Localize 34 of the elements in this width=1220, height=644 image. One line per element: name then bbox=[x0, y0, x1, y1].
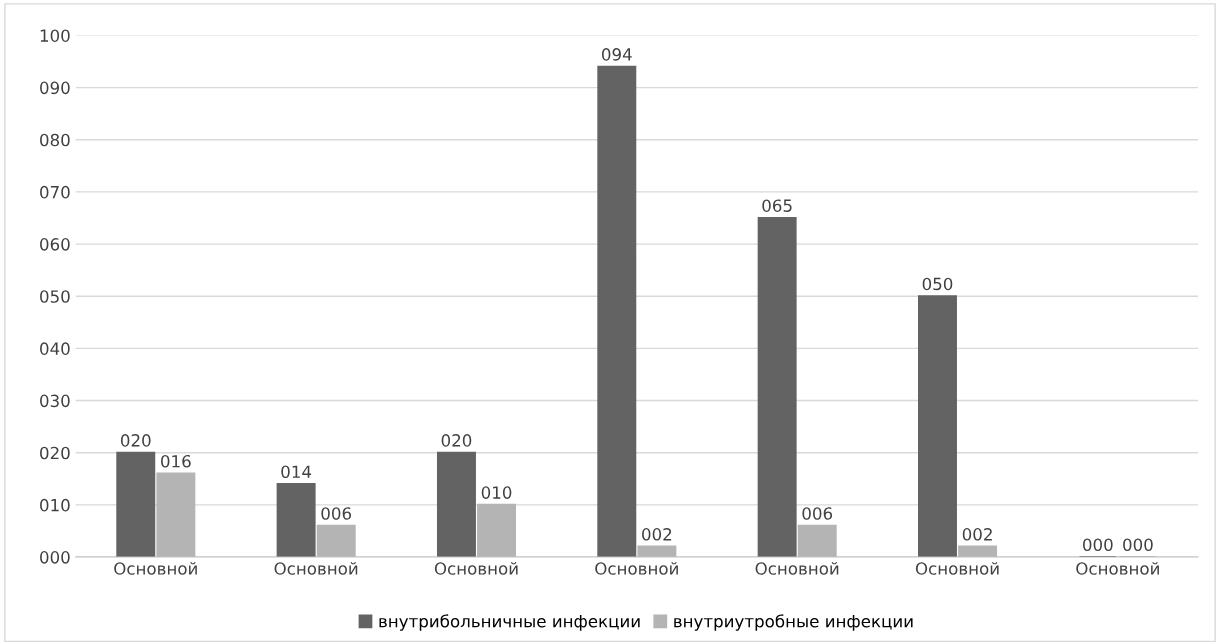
data-label: 094 bbox=[601, 48, 632, 61]
y-tick-label: 010 bbox=[40, 498, 70, 512]
data-label: 020 bbox=[120, 434, 151, 447]
data-label: 002 bbox=[962, 528, 992, 541]
data-label: 000 bbox=[1123, 538, 1153, 552]
x-tick-label: Основной bbox=[595, 562, 678, 575]
data-label: 006 bbox=[321, 507, 352, 520]
data-label: 020 bbox=[441, 434, 472, 447]
y-tick-label: 000 bbox=[40, 551, 70, 564]
y-tick-label: 060 bbox=[40, 238, 70, 251]
x-tick-label: Основной bbox=[274, 562, 358, 575]
x-tick-label: Основной bbox=[915, 562, 999, 575]
data-label: 006 bbox=[802, 507, 833, 520]
y-tick-label: 040 bbox=[40, 342, 70, 355]
y-tick-label: 050 bbox=[40, 290, 70, 303]
data-label: 050 bbox=[922, 277, 953, 291]
y-tick-label: 070 bbox=[40, 185, 70, 199]
x-tick-label: Основной bbox=[1076, 562, 1159, 575]
x-tick-label: Основной bbox=[434, 562, 518, 575]
x-tick-label: Основной bbox=[755, 562, 839, 575]
data-label: 016 bbox=[161, 454, 191, 468]
y-tick-label: 100 bbox=[40, 29, 70, 42]
y-tick-label: 020 bbox=[40, 446, 70, 460]
data-label: 010 bbox=[481, 486, 512, 499]
data-label: 014 bbox=[281, 465, 312, 479]
legend-label: внутриутробные инфекции bbox=[674, 614, 913, 631]
x-tick-label: Основной bbox=[114, 562, 197, 575]
data-label: 065 bbox=[762, 199, 792, 212]
legend-label: внутрибольничные инфекции bbox=[379, 614, 640, 631]
data-label: 000 bbox=[1083, 538, 1113, 552]
y-tick-label: 080 bbox=[40, 133, 70, 147]
y-tick-label: 090 bbox=[40, 81, 70, 95]
y-tick-label: 030 bbox=[40, 394, 70, 408]
data-label: 002 bbox=[642, 528, 672, 541]
